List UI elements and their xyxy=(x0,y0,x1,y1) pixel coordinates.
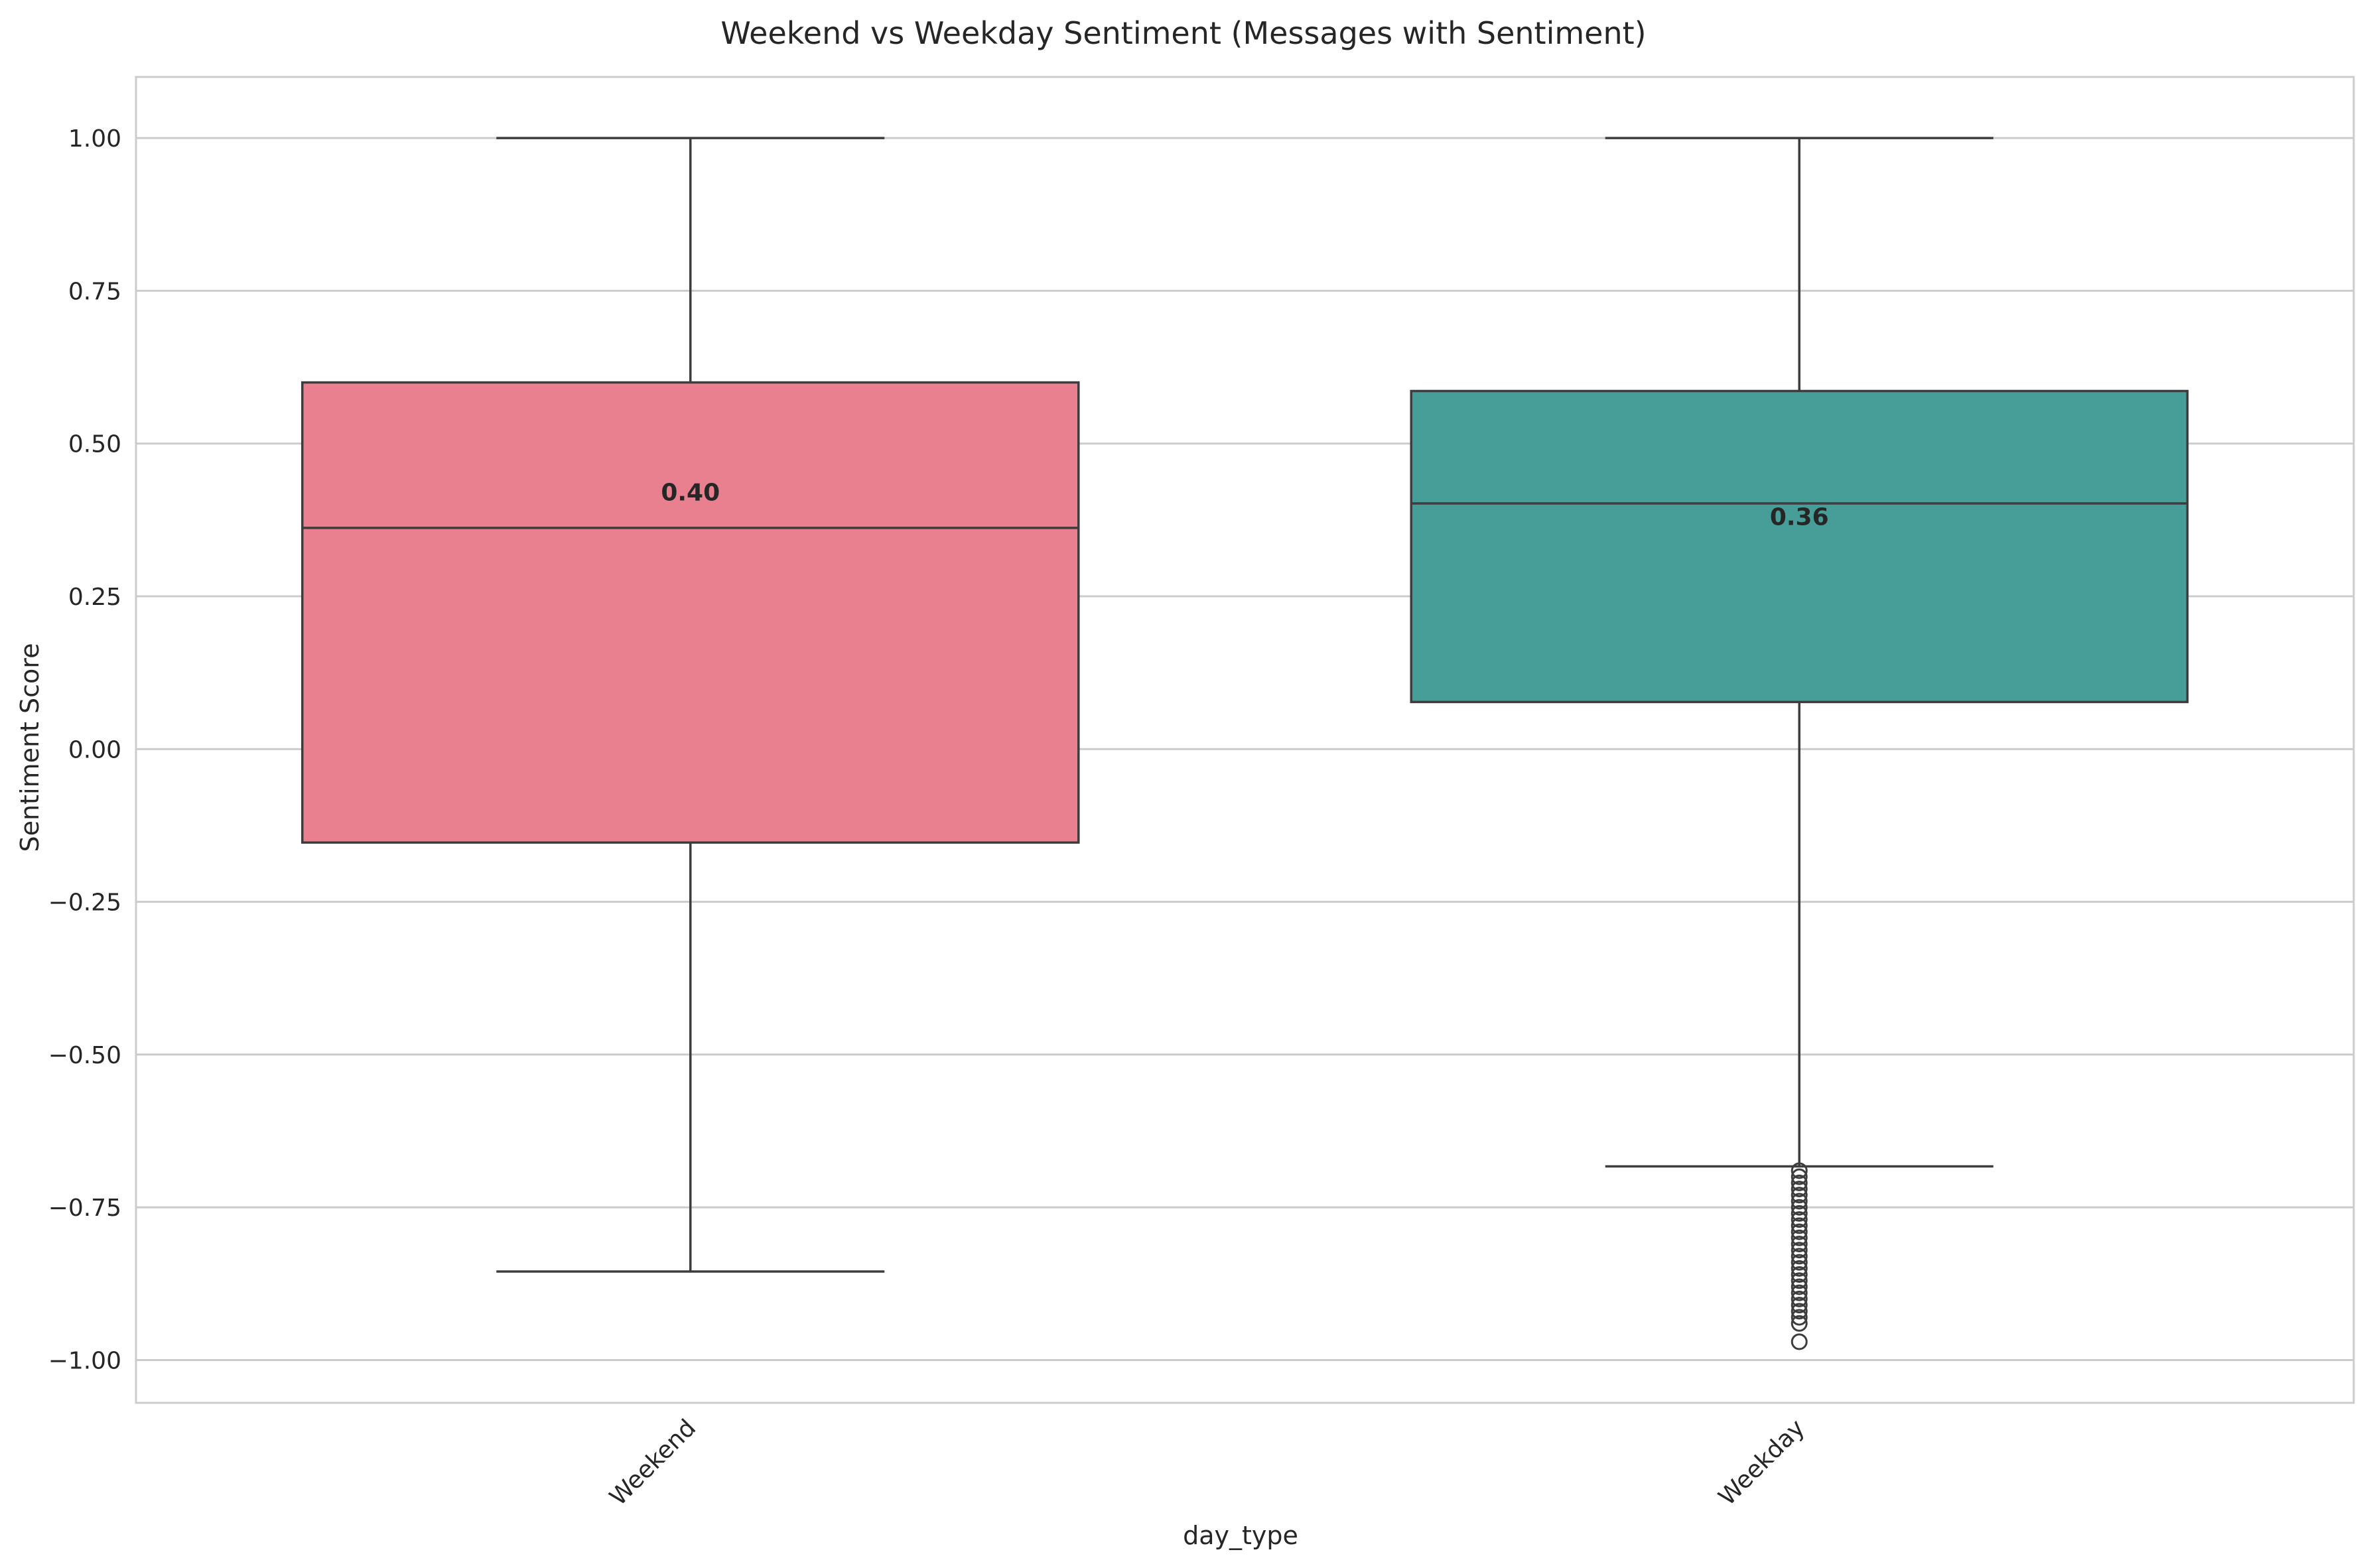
outlier-point xyxy=(1791,1333,1808,1350)
iqr-box xyxy=(301,381,1080,844)
outlier-point xyxy=(1791,1223,1808,1240)
outlier-point xyxy=(1791,1205,1808,1222)
outlier-point xyxy=(1791,1217,1808,1234)
outlier-point xyxy=(1791,1193,1808,1210)
x-axis-label: day_type xyxy=(1183,1521,1298,1550)
outlier-point xyxy=(1791,1290,1808,1307)
y-tick-label: −0.75 xyxy=(48,1195,121,1222)
y-tick-label: 0.75 xyxy=(68,278,121,305)
y-axis-label: Sentiment Score xyxy=(15,643,44,852)
outlier-point xyxy=(1791,1266,1808,1283)
median-annotation: 0.36 xyxy=(1770,503,1829,531)
outlier-point xyxy=(1791,1315,1808,1332)
outlier-point xyxy=(1791,1168,1808,1185)
y-tick-label: −0.25 xyxy=(48,889,121,917)
iqr-box xyxy=(1410,389,2189,704)
outlier-point xyxy=(1791,1248,1808,1265)
outlier-point xyxy=(1791,1309,1808,1326)
y-tick-label: 0.50 xyxy=(68,431,121,458)
outlier-point xyxy=(1791,1297,1808,1314)
outlier-point xyxy=(1791,1254,1808,1271)
box-plots: 0.40 0.36 xyxy=(301,137,2189,1350)
x-tick-label: Weekend xyxy=(604,1414,701,1511)
outlier-point xyxy=(1791,1242,1808,1259)
outlier-point xyxy=(1791,1272,1808,1289)
median-annotation: 0.40 xyxy=(661,479,720,506)
outlier-point xyxy=(1791,1260,1808,1277)
y-tick-label: 0.25 xyxy=(68,584,121,611)
y-tick-label: −0.50 xyxy=(48,1042,121,1069)
x-tick-label: Weekday xyxy=(1714,1414,1810,1511)
outlier-point xyxy=(1791,1235,1808,1252)
chart-title: Weekend vs Weekday Sentiment (Messages w… xyxy=(720,15,1646,51)
outlier-point xyxy=(1791,1229,1808,1246)
y-tick-label: 0.00 xyxy=(68,736,121,763)
outlier-point xyxy=(1791,1199,1808,1216)
y-tick-label: −1.00 xyxy=(48,1348,121,1375)
box-weekend: 0.40 xyxy=(301,137,1080,1273)
outlier-point xyxy=(1791,1174,1808,1191)
outlier-point xyxy=(1791,1284,1808,1301)
plot-frame xyxy=(135,76,2355,1404)
outlier-point xyxy=(1791,1303,1808,1320)
y-tick-label: 1.00 xyxy=(68,125,121,153)
outlier-point xyxy=(1791,1278,1808,1295)
outlier-point xyxy=(1791,1181,1808,1198)
box-weekday: 0.36 xyxy=(1410,137,2189,1350)
outlier-point xyxy=(1791,1211,1808,1228)
outlier-point xyxy=(1791,1162,1808,1179)
outlier-point xyxy=(1791,1187,1808,1204)
